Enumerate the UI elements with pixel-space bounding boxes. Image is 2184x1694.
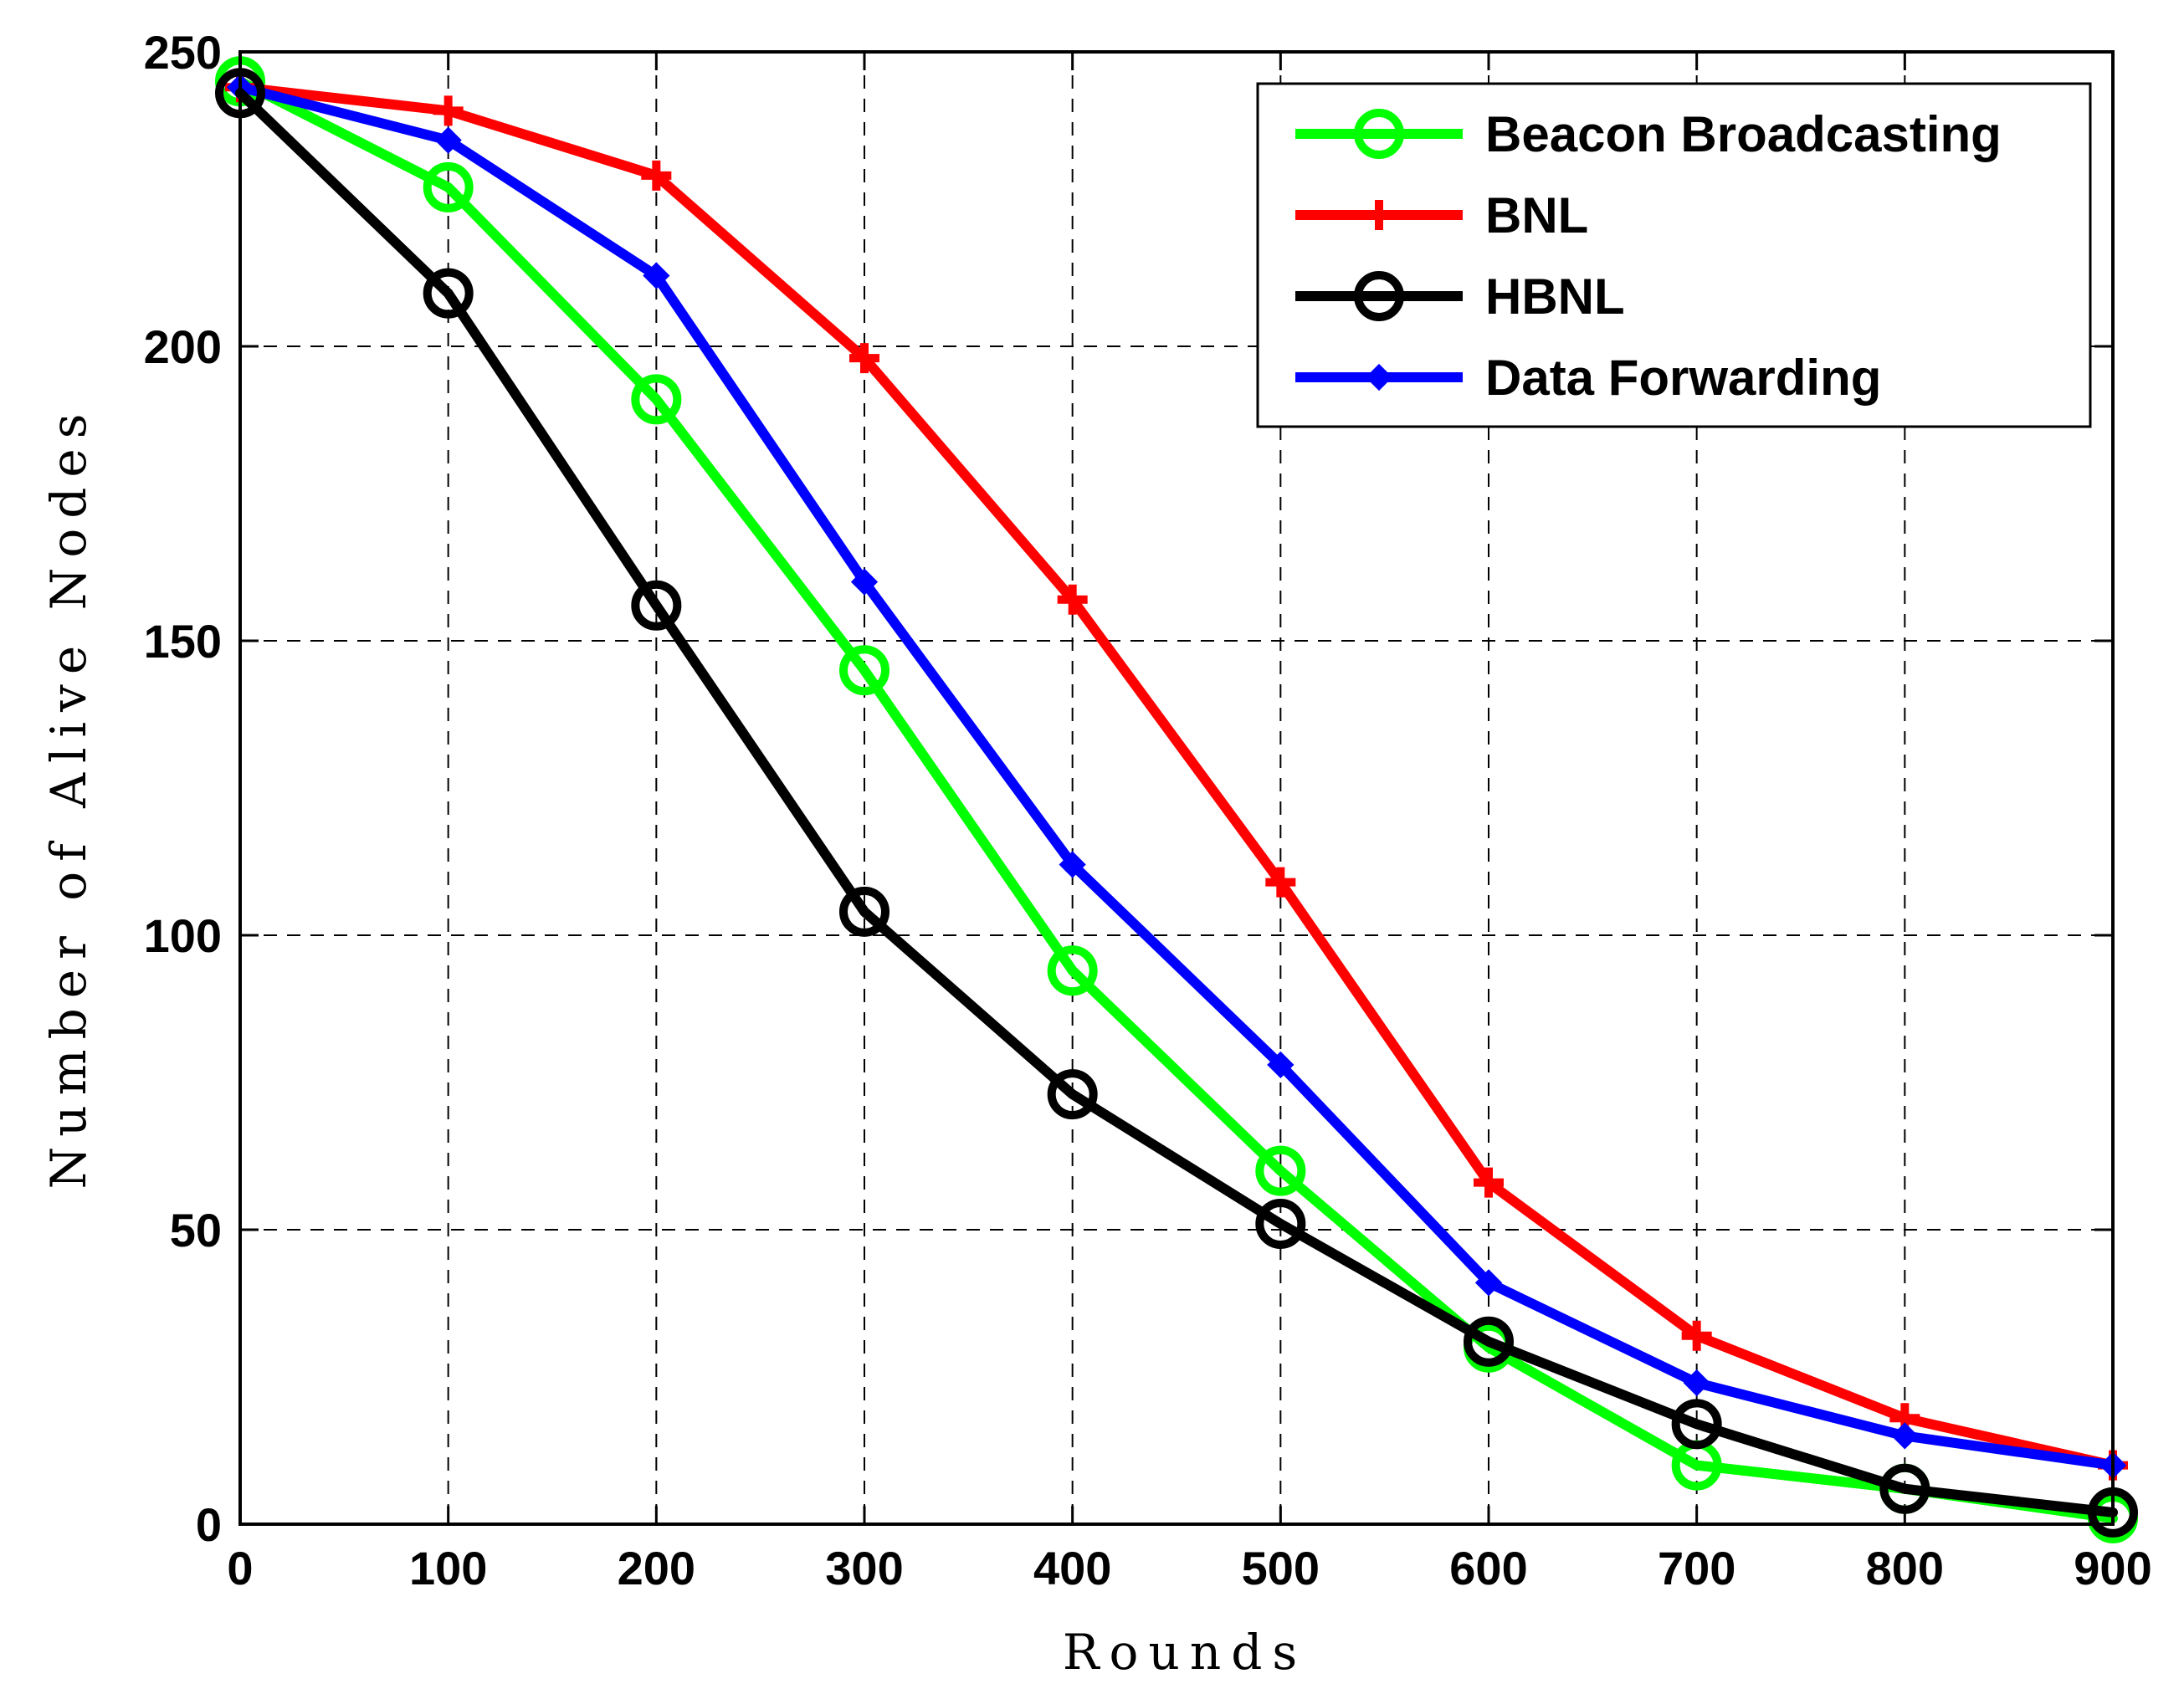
legend-marker-beacon-broadcasting <box>1354 109 1404 159</box>
data-point-data-forwarding <box>850 568 879 596</box>
legend-item-data-forwarding: Data Forwarding <box>1295 350 1881 406</box>
data-point-bnl <box>641 160 672 191</box>
legend-label-bnl: BNL <box>1485 187 1588 243</box>
x-tick-label: 300 <box>825 1542 903 1594</box>
legend-item-beacon-broadcasting: Beacon Broadcasting <box>1295 106 2002 162</box>
data-point-bnl <box>1057 584 1088 615</box>
y-tick-label: 0 <box>196 1498 222 1551</box>
data-point-bnl <box>1681 1320 1712 1351</box>
legend-marker-data-forwarding <box>1365 363 1393 392</box>
data-point-beacon-broadcasting <box>839 645 889 696</box>
data-point-data-forwarding <box>1474 1269 1503 1297</box>
x-tick-label: 800 <box>1866 1542 1944 1594</box>
series-line-hbnl <box>235 88 2118 1517</box>
plot-frame <box>238 50 2115 1526</box>
y-tick-label: 250 <box>144 26 222 79</box>
series-hbnl <box>215 68 2138 1538</box>
legend-label-beacon-broadcasting: Beacon Broadcasting <box>1485 106 2002 162</box>
legend-marker-bnl <box>1364 200 1394 230</box>
data-point-beacon-broadcasting <box>1047 945 1098 996</box>
data-point-hbnl <box>631 580 682 631</box>
data-point-hbnl <box>1671 1399 1722 1450</box>
x-tick-label: 400 <box>1033 1542 1111 1594</box>
data-point-beacon-broadcasting <box>423 161 474 212</box>
data-point-data-forwarding <box>434 126 462 154</box>
x-tick-label: 0 <box>227 1542 253 1594</box>
y-tick-label: 50 <box>170 1204 222 1256</box>
data-point-hbnl <box>1255 1198 1306 1249</box>
y-axis-title: Number of Alive Nodes <box>40 404 97 1190</box>
series-line-beacon-broadcasting <box>235 76 2118 1523</box>
data-point-data-forwarding <box>1059 851 1086 878</box>
legend-item-bnl: BNL <box>1295 187 1588 243</box>
legend: Beacon Broadcasting BNL HBNL Data Forwardin… <box>1256 82 2092 428</box>
legend-label-hbnl: HBNL <box>1485 269 1625 325</box>
x-tick-label: 900 <box>2074 1542 2151 1594</box>
data-point-bnl <box>849 343 879 374</box>
y-axis-ticks: 0 50 100 150 200 250 <box>144 26 2113 1551</box>
x-tick-label: 500 <box>1242 1542 1320 1594</box>
data-point-hbnl <box>423 268 474 319</box>
x-tick-label: 700 <box>1658 1542 1735 1594</box>
data-point-bnl <box>1265 867 1296 898</box>
data-point-beacon-broadcasting <box>631 374 682 425</box>
x-tick-label: 600 <box>1449 1542 1527 1594</box>
series-line-bnl <box>235 82 2118 1471</box>
y-tick-label: 200 <box>144 320 222 373</box>
x-axis-title: Rounds <box>1063 1624 1307 1681</box>
data-point-hbnl <box>839 886 889 937</box>
data-point-hbnl <box>1464 1316 1514 1367</box>
data-point-data-forwarding <box>643 262 670 289</box>
data-point-hbnl <box>1879 1463 1930 1514</box>
data-point-bnl <box>1474 1167 1504 1198</box>
data-point-data-forwarding <box>1891 1422 1919 1450</box>
series-line-data-forwarding <box>235 82 2118 1471</box>
y-tick-label: 100 <box>144 909 222 962</box>
x-axis-ticks: 0 100 200 300 400 500 600 700 800 900 <box>227 52 2152 1594</box>
legend-item-hbnl: HBNL <box>1295 269 1625 325</box>
series-data-forwarding <box>226 74 2127 1479</box>
legend-marker-hbnl <box>1354 271 1404 321</box>
data-point-data-forwarding <box>1267 1051 1295 1079</box>
data-point-beacon-broadcasting <box>1255 1145 1306 1196</box>
x-tick-label: 200 <box>618 1542 695 1594</box>
data-point-data-forwarding <box>1683 1369 1710 1397</box>
legend-label-data-forwarding: Data Forwarding <box>1485 350 1881 406</box>
y-tick-label: 150 <box>144 615 222 668</box>
x-tick-label: 100 <box>409 1542 487 1594</box>
data-point-hbnl <box>1047 1069 1098 1120</box>
data-point-bnl <box>433 95 464 126</box>
